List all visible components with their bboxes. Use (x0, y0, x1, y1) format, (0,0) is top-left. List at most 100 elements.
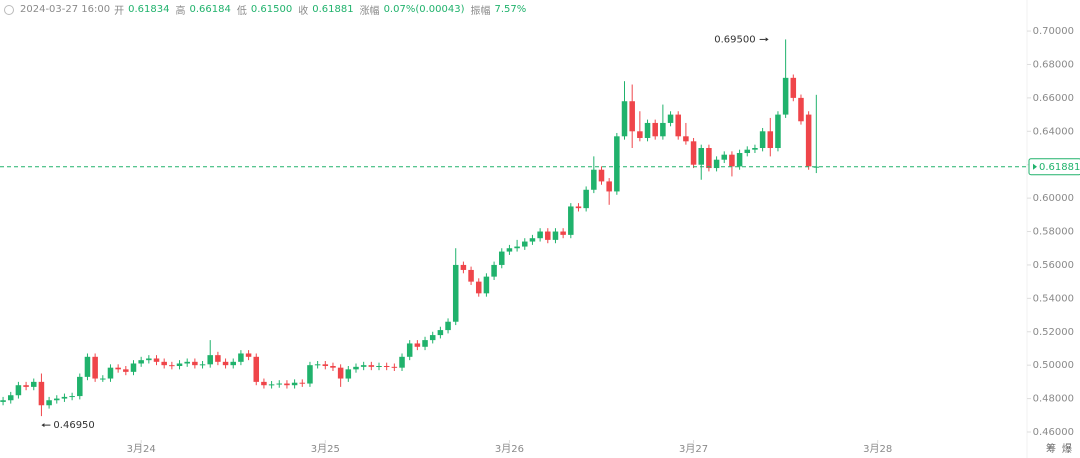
y-tick-label: 0.60000 (1033, 193, 1074, 204)
field-value: 0.66184 (189, 4, 231, 15)
candle-body (782, 77, 789, 115)
field-label: 收 (298, 6, 309, 17)
candle-body (253, 356, 260, 382)
candle-body (391, 366, 398, 368)
candle-body (84, 356, 91, 377)
candle-body (360, 365, 367, 367)
candle-body (46, 400, 52, 406)
candle-body (261, 381, 267, 386)
y-tick-label: 0.64000 (1033, 126, 1074, 137)
candle-body (460, 264, 467, 270)
candle-body (422, 340, 428, 347)
annotation-arrowhead (765, 37, 769, 42)
candle-body (399, 356, 405, 368)
candle-body (598, 169, 605, 182)
y-tick-label: 0.52000 (1033, 327, 1074, 338)
candle-body (437, 330, 444, 336)
candle-body (529, 238, 536, 242)
candle-body (537, 231, 543, 239)
y-tick-label: 0.66000 (1033, 93, 1074, 104)
candle-body (683, 136, 689, 142)
x-tick-label: 3月25 (311, 443, 340, 455)
candle-body (667, 114, 674, 123)
candle-body (146, 358, 152, 361)
candle-body (775, 114, 781, 149)
candle-body (729, 154, 735, 167)
field-label: 开 (114, 6, 125, 17)
candle-body (30, 381, 37, 387)
candle-body (790, 77, 797, 98)
tools: 筹爆 (1046, 440, 1072, 455)
candle-body (368, 365, 375, 367)
candle-body (429, 335, 436, 341)
candle-body (353, 366, 359, 370)
candle-body (0, 400, 6, 402)
settings-icon[interactable] (4, 4, 14, 15)
candle-body (199, 364, 206, 366)
candle-body (621, 101, 628, 137)
candle-body (69, 396, 75, 398)
candle-body (721, 154, 728, 160)
y-tick-label: 0.54000 (1033, 293, 1074, 304)
x-tick-label: 3月27 (679, 443, 708, 455)
candle-body (92, 356, 98, 379)
field-label: 涨幅 (359, 6, 380, 17)
candle-body (330, 365, 336, 368)
candle-body (736, 153, 743, 167)
field-value: 7.57% (494, 4, 527, 15)
annotation-arrowhead (41, 423, 45, 428)
candle-body (591, 169, 597, 190)
candle-body (575, 206, 582, 209)
candle-body (552, 231, 559, 240)
tool-button[interactable]: 爆 (1062, 444, 1072, 455)
candle-body (284, 383, 290, 386)
candle-body (744, 149, 751, 154)
candle-body (276, 383, 283, 385)
candle-body (475, 281, 482, 294)
candle-body (798, 97, 804, 122)
y-tick-label: 0.48000 (1033, 394, 1074, 405)
candle-body (238, 353, 244, 362)
x-tick-label: 3月24 (127, 443, 156, 455)
candle-body (752, 148, 758, 150)
candle-body (222, 361, 229, 366)
candle-body (759, 131, 766, 149)
candle-body (644, 122, 651, 138)
candle-body (805, 114, 812, 167)
field-label: 振幅 (470, 6, 491, 17)
field-label: 低 (236, 6, 247, 17)
candle-body (153, 358, 160, 362)
candle-body (376, 365, 382, 367)
candle-body (660, 122, 666, 137)
candle-body (169, 365, 175, 367)
candle-body (637, 131, 643, 138)
candle-body (107, 367, 114, 379)
candle-body (629, 101, 635, 132)
candle-body (38, 381, 45, 406)
tool-button[interactable]: 筹 (1046, 444, 1056, 455)
candle-body (299, 382, 306, 384)
candle-body (184, 361, 190, 364)
candle-body (215, 355, 221, 362)
x-tick-label: 3月28 (863, 443, 892, 455)
field-value: 0.61881 (312, 4, 354, 15)
x-tick-label: 3月26 (495, 443, 524, 455)
candle-body (23, 385, 29, 387)
candle-body (291, 382, 298, 386)
candle-body (15, 385, 22, 396)
candle-body (498, 251, 505, 265)
y-tick-label: 0.50000 (1033, 360, 1074, 371)
candle-body (445, 321, 451, 331)
y-tick-label: 0.70000 (1033, 26, 1074, 37)
candle-body (698, 148, 704, 165)
candle-body (713, 159, 720, 169)
candle-body (245, 353, 252, 357)
candle-body (583, 189, 589, 209)
field-label: 高 (175, 6, 186, 17)
y-tick-label: 0.58000 (1033, 227, 1074, 238)
candle-body (130, 363, 137, 372)
candle-body (123, 369, 129, 372)
field-value: 0.61500 (250, 4, 293, 15)
candle-body (491, 264, 497, 277)
